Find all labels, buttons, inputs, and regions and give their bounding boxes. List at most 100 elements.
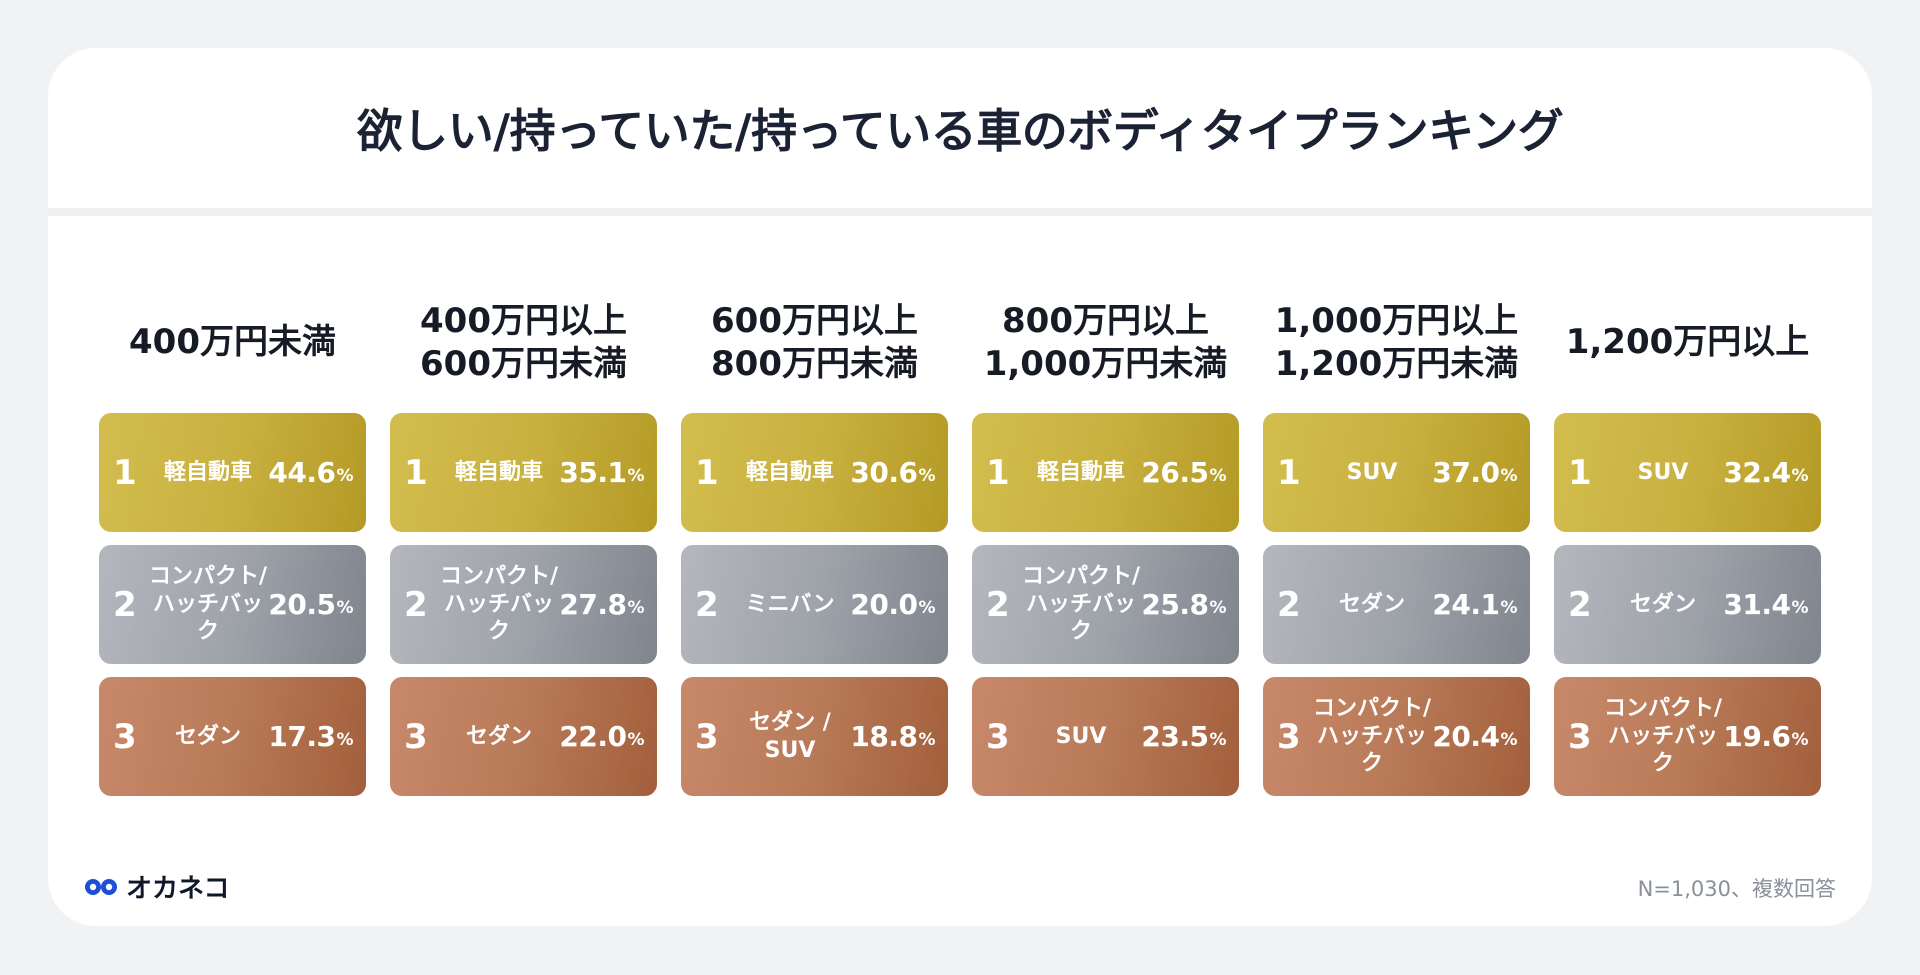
price-range-header: 600万円以上 800万円未満 (711, 300, 918, 384)
body-type-label: ミニバン (745, 591, 835, 617)
body-type-label: SUV (1637, 459, 1689, 485)
percentage-value: 17.3% (268, 677, 353, 796)
percentage-unit: % (627, 465, 644, 486)
body-type-label: コンパクト/ ハッチバック (148, 564, 268, 645)
rank-number: 2 (1277, 584, 1301, 625)
ranking-card: 欲しい/持っていた/持っている車のボディタイプランキング 400万円未満 1 軽自動… (48, 48, 1872, 926)
price-column: 1,200万円以上 1 SUV 32.4% 2 セダン 31.4% 3 コンパクト/ ハッチバッ… (1554, 288, 1821, 796)
price-range-header: 1,200万円以上 (1565, 322, 1810, 363)
rank-number: 3 (695, 716, 719, 757)
body-type-label: セダン (1338, 591, 1405, 617)
body-type-label: セダン (1629, 591, 1696, 617)
rank-2-box: 2 コンパクト/ ハッチバック 27.8% (390, 545, 657, 664)
percentage-value: 27.8% (559, 545, 644, 664)
rank-1-box: 1 SUV 37.0% (1263, 413, 1530, 532)
rank-2-box: 2 コンパクト/ ハッチバック 25.8% (972, 545, 1239, 664)
rank-number: 1 (1568, 452, 1592, 493)
rank-number: 1 (695, 452, 719, 493)
body-type-label: 軽自動車 (745, 459, 834, 485)
okaneko-logo-icon (85, 878, 117, 895)
body-type-label: コンパクト/ ハッチバック (1603, 696, 1723, 777)
percentage-number: 37.0 (1432, 456, 1500, 489)
rank-number: 2 (1568, 584, 1592, 625)
percentage-number: 25.8 (1141, 588, 1209, 621)
rank-1-box: 1 SUV 32.4% (1554, 413, 1821, 532)
percentage-unit: % (918, 465, 935, 486)
rank-3-box: 3 コンパクト/ ハッチバック 19.6% (1554, 677, 1821, 796)
rank-1-box: 1 軽自動車 30.6% (681, 413, 948, 532)
rank-number: 1 (113, 452, 137, 493)
percentage-unit: % (918, 597, 935, 618)
price-range-header: 400万円以上 600万円未満 (420, 300, 627, 384)
percentage-number: 24.1 (1432, 588, 1500, 621)
percentage-number: 19.6 (1723, 720, 1791, 753)
brand-name: オカネコ (126, 874, 230, 904)
percentage-value: 26.5% (1141, 413, 1226, 532)
body-type-label: 軽自動車 (1036, 459, 1125, 485)
body-type-label: コンパクト/ ハッチバック (439, 564, 559, 645)
percentage-number: 31.4 (1723, 588, 1791, 621)
rank-number: 3 (986, 716, 1010, 757)
percentage-number: 26.5 (1141, 456, 1209, 489)
rank-3-box: 3 セダン / SUV 18.8% (681, 677, 948, 796)
rank-2-box: 2 ミニバン 20.0% (681, 545, 948, 664)
percentage-unit: % (1209, 729, 1226, 750)
percentage-number: 35.1 (559, 456, 627, 489)
percentage-number: 22.0 (559, 720, 627, 753)
body-type-label: セダン (174, 723, 241, 749)
rank-number: 3 (1277, 716, 1301, 757)
body-type-label: コンパクト/ ハッチバック (1021, 564, 1141, 645)
rank-number: 1 (986, 452, 1010, 493)
percentage-unit: % (1791, 465, 1808, 486)
price-column: 600万円以上 800万円未満 1 軽自動車 30.6% 2 ミニバン 20.0% 3 セダン … (681, 288, 948, 796)
sample-note: N=1,030、複数回答 (1637, 877, 1836, 901)
percentage-value: 22.0% (559, 677, 644, 796)
percentage-value: 37.0% (1432, 413, 1517, 532)
page-title: 欲しい/持っていた/持っている車のボディタイプランキング (356, 104, 1564, 158)
percentage-value: 24.1% (1432, 545, 1517, 664)
rank-3-box: 3 SUV 23.5% (972, 677, 1239, 796)
percentage-value: 19.6% (1723, 677, 1808, 796)
rank-2-box: 2 セダン 24.1% (1263, 545, 1530, 664)
rank-1-box: 1 軽自動車 35.1% (390, 413, 657, 532)
percentage-value: 31.4% (1723, 545, 1808, 664)
title-divider (48, 208, 1872, 216)
rank-2-box: 2 セダン 31.4% (1554, 545, 1821, 664)
rank-1-box: 1 軽自動車 44.6% (99, 413, 366, 532)
percentage-unit: % (336, 465, 353, 486)
body-type-label: セダン (465, 723, 532, 749)
percentage-value: 30.6% (850, 413, 935, 532)
percentage-value: 32.4% (1723, 413, 1808, 532)
price-column: 400万円未満 1 軽自動車 44.6% 2 コンパクト/ ハッチバック 20.5% 3 セダン… (99, 288, 366, 796)
percentage-value: 18.8% (850, 677, 935, 796)
brand-logo: オカネコ (84, 868, 229, 905)
percentage-number: 17.3 (268, 720, 336, 753)
percentage-unit: % (627, 597, 644, 618)
rank-number: 2 (113, 584, 137, 625)
percentage-unit: % (627, 729, 644, 750)
rank-3-box: 3 コンパクト/ ハッチバック 20.4% (1263, 677, 1530, 796)
percentage-unit: % (918, 729, 935, 750)
percentage-number: 30.6 (850, 456, 918, 489)
percentage-unit: % (336, 597, 353, 618)
rank-number: 3 (113, 716, 137, 757)
percentage-number: 20.5 (268, 588, 336, 621)
price-column: 800万円以上 1,000万円未満 1 軽自動車 26.5% 2 コンパクト/ ハッチバッ… (972, 288, 1239, 796)
rank-number: 2 (404, 584, 428, 625)
percentage-unit: % (1791, 729, 1808, 750)
rank-3-box: 3 セダン 22.0% (390, 677, 657, 796)
rank-number: 1 (1277, 452, 1301, 493)
rank-number: 3 (1568, 716, 1592, 757)
percentage-unit: % (1209, 597, 1226, 618)
percentage-value: 35.1% (559, 413, 644, 532)
body-type-label: 軽自動車 (163, 459, 252, 485)
body-type-label: SUV (1055, 723, 1107, 749)
price-column: 400万円以上 600万円未満 1 軽自動車 35.1% 2 コンパクト/ ハッチバック 2… (390, 288, 657, 796)
percentage-number: 27.8 (559, 588, 627, 621)
price-range-header: 800万円以上 1,000万円未満 (983, 300, 1228, 384)
rank-3-box: 3 セダン 17.3% (99, 677, 366, 796)
body-type-label: 軽自動車 (454, 459, 543, 485)
rank-number: 3 (404, 716, 428, 757)
percentage-unit: % (1500, 729, 1517, 750)
rank-number: 2 (695, 584, 719, 625)
